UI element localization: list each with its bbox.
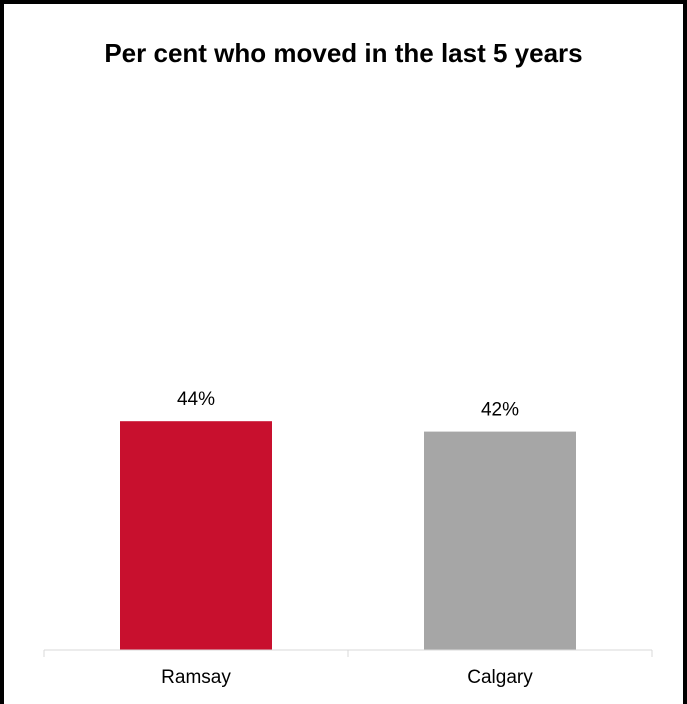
category-labels: Ramsay Calgary	[161, 667, 533, 688]
chart-title: Per cent who moved in the last 5 years	[104, 38, 583, 68]
category-label-calgary: Calgary	[467, 667, 533, 688]
bar-ramsay	[120, 421, 272, 650]
bars-group	[120, 421, 576, 650]
data-label-ramsay: 44%	[177, 389, 215, 410]
x-axis-ticks	[43, 650, 653, 657]
data-label-calgary: 42%	[481, 400, 519, 421]
data-labels: 44% 42%	[177, 389, 519, 420]
bar-calgary	[424, 431, 576, 650]
category-label-ramsay: Ramsay	[161, 667, 231, 688]
